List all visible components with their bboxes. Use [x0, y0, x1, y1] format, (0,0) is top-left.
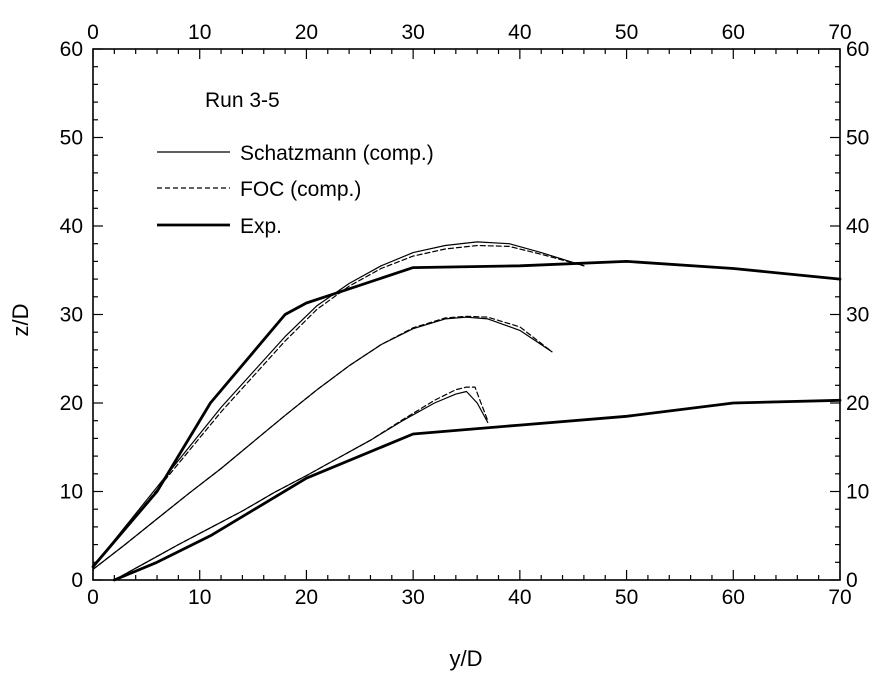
y-tick-label-left: 30 — [60, 304, 83, 327]
x-axis-title: y/D — [450, 646, 483, 671]
y-tick-label-right: 40 — [846, 215, 869, 238]
y-tick-label-right: 10 — [846, 481, 869, 504]
series-thin-solid-0 — [92, 241, 585, 568]
x-tick-label-top: 40 — [508, 21, 531, 44]
y-tick-label-left: 20 — [60, 392, 83, 415]
x-tick-label-top: 60 — [722, 21, 745, 44]
legend-label-schatzmann: Schatzmann (comp.) — [240, 142, 434, 165]
y-tick-label-left: 50 — [60, 127, 83, 150]
y-tick-label-left: 60 — [60, 38, 83, 61]
y-tick-label-left: 40 — [60, 215, 83, 238]
series-thin-solid-2 — [92, 316, 553, 571]
x-tick-label-bottom: 20 — [295, 586, 318, 609]
plot-frame — [92, 48, 841, 581]
axis-ticks — [92, 48, 841, 581]
x-tick-label-bottom: 30 — [401, 586, 424, 609]
series-layer — [91, 241, 842, 582]
legend-title: Run 3-5 — [205, 89, 280, 112]
x-tick-label-bottom: 10 — [188, 586, 211, 609]
x-tick-label-bottom: 60 — [722, 586, 745, 609]
y-tick-label-right: 30 — [846, 304, 869, 327]
series-thin-solid-4 — [113, 390, 489, 581]
x-tick-label-top: 50 — [615, 21, 638, 44]
series-dashed-5 — [113, 386, 489, 581]
x-tick-label-bottom: 70 — [828, 586, 851, 609]
x-tick-label-bottom: 40 — [508, 586, 531, 609]
series-dashed-1 — [92, 244, 585, 568]
x-tick-label-bottom: 0 — [87, 586, 99, 609]
y-tick-label-right: 20 — [846, 392, 869, 415]
series-dashed-3 — [92, 315, 553, 571]
x-tick-label-top: 20 — [295, 21, 318, 44]
y-tick-label-right: 60 — [846, 38, 869, 61]
y-axis-title: z/D — [8, 304, 33, 337]
series-thick-solid-7 — [112, 398, 842, 582]
x-tick-label-top: 70 — [828, 21, 851, 44]
x-tick-label-top: 30 — [401, 21, 424, 44]
y-tick-label-right: 50 — [846, 127, 869, 150]
y-tick-label-right: 0 — [846, 569, 858, 592]
x-tick-label-bottom: 50 — [615, 586, 638, 609]
legend: Run 3-5 Schatzmann (comp.) FOC (comp.) E… — [157, 89, 434, 238]
y-tick-label-left: 10 — [60, 481, 83, 504]
x-tick-label-top: 0 — [87, 21, 99, 44]
y-tick-label-left: 0 — [71, 569, 83, 592]
series-thick-solid-6 — [91, 259, 842, 569]
x-tick-label-top: 10 — [188, 21, 211, 44]
legend-label-foc: FOC (comp.) — [240, 178, 361, 201]
legend-label-exp: Exp. — [240, 215, 282, 238]
